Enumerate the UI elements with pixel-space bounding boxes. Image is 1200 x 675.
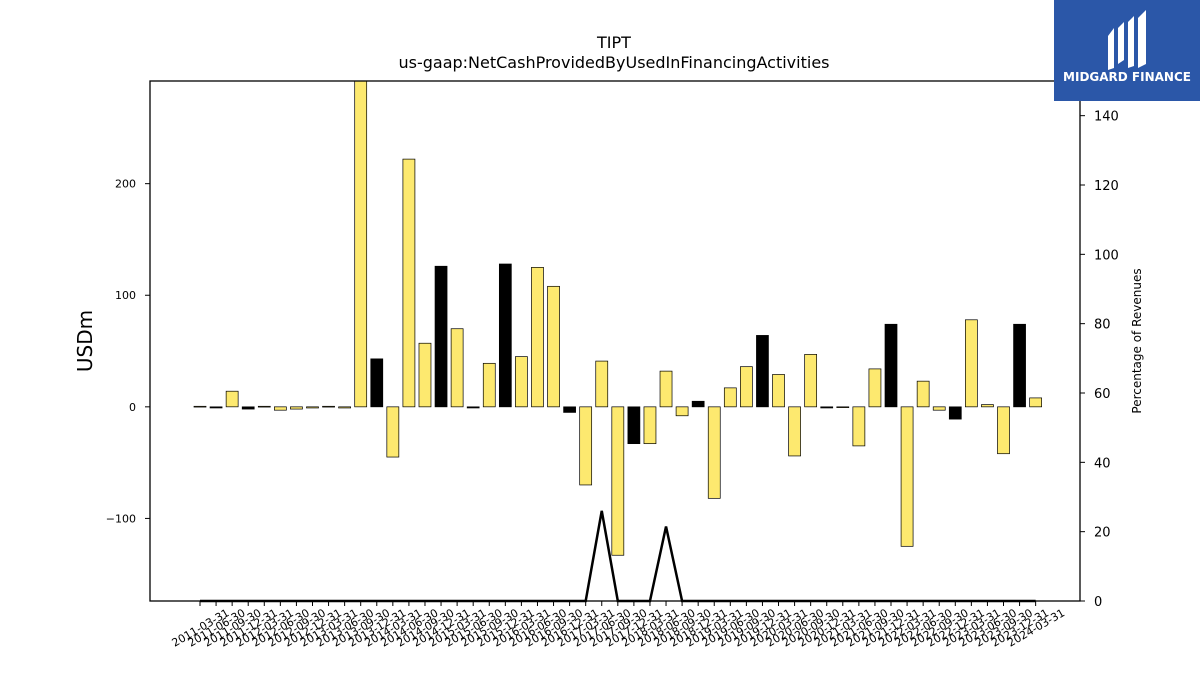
bar-group <box>193 80 1042 556</box>
bar <box>627 406 641 445</box>
bar <box>482 362 496 408</box>
bar <box>659 370 673 408</box>
bar <box>354 80 368 408</box>
y-tick-label: 200 <box>115 178 136 191</box>
bar <box>241 406 255 410</box>
bar <box>707 406 721 499</box>
bar <box>611 406 625 556</box>
bar <box>916 380 930 408</box>
bar <box>418 342 432 408</box>
bar <box>547 285 560 408</box>
bar <box>691 400 705 408</box>
bar <box>225 390 239 408</box>
bar <box>274 406 287 411</box>
bar <box>820 406 834 409</box>
bar <box>675 406 689 417</box>
bar <box>852 406 866 447</box>
bar <box>515 356 528 408</box>
bar <box>579 406 593 486</box>
bar <box>498 263 512 408</box>
y-tick-label: 0 <box>129 401 136 414</box>
bar <box>836 406 850 408</box>
chart-subtitle: us-gaap:NetCashProvidedByUsedInFinancing… <box>398 53 829 72</box>
bar <box>804 354 818 408</box>
chart-title: TIPT <box>596 33 631 52</box>
bar <box>531 267 544 408</box>
bar <box>290 406 303 410</box>
bar <box>772 374 785 408</box>
bar <box>788 406 801 457</box>
logo-background <box>1054 0 1200 101</box>
bar <box>1013 323 1026 408</box>
bar <box>338 406 351 409</box>
bar <box>1029 397 1042 408</box>
bar <box>386 406 400 458</box>
bar <box>740 366 753 408</box>
y-tick-label: −100 <box>106 512 136 525</box>
bar <box>643 406 657 445</box>
bar <box>193 405 207 408</box>
brand-logo: MIDGARD FINANCE <box>1054 0 1200 101</box>
bar <box>965 319 978 408</box>
y2-tick-label: 40 <box>1094 456 1111 471</box>
bar <box>948 406 962 420</box>
bar <box>370 358 384 408</box>
y-tick-label: 100 <box>115 289 136 302</box>
bar <box>900 406 914 547</box>
bar <box>884 323 898 408</box>
x-axis: 2011-03-312011-06-302011-09-302011-12-31… <box>170 601 1067 650</box>
bar <box>209 406 223 409</box>
bar <box>306 406 319 409</box>
bar <box>723 387 737 408</box>
y2-tick-label: 140 <box>1094 110 1119 125</box>
brand-name: MIDGARD FINANCE <box>1063 70 1191 84</box>
y2-tick-label: 80 <box>1094 318 1111 333</box>
y2-tick-label: 60 <box>1094 387 1111 402</box>
left-axis: −100 0 100 200 <box>106 178 150 525</box>
y2-tick-label: 100 <box>1094 248 1119 263</box>
y2-tick-label: 20 <box>1094 526 1111 541</box>
y2-axis-label: Percentage of Revenues <box>1130 268 1144 413</box>
bar <box>402 158 416 408</box>
bar <box>868 368 882 408</box>
y-axis-label: USDm <box>73 310 97 372</box>
bar <box>756 335 769 408</box>
bar <box>434 265 448 408</box>
bar <box>450 328 464 408</box>
plot-frame <box>149 80 1081 602</box>
right-axis: 0 20 40 60 80 100 120 140 <box>1080 110 1119 610</box>
bar <box>563 406 576 413</box>
bar <box>466 406 480 409</box>
bar <box>932 406 946 411</box>
bar <box>257 405 271 408</box>
bar <box>595 360 609 408</box>
bar <box>997 406 1010 455</box>
bar <box>981 404 994 408</box>
y2-tick-label: 0 <box>1094 595 1102 610</box>
bar <box>322 405 335 408</box>
y2-tick-label: 120 <box>1094 179 1119 194</box>
logo-mark-icon <box>1108 10 1146 70</box>
